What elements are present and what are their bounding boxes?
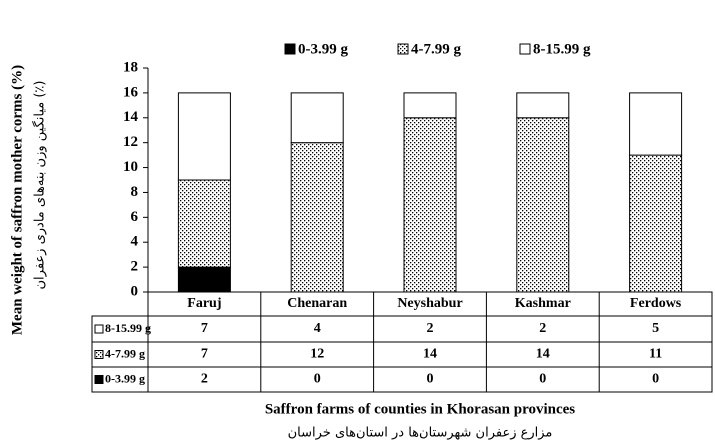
table-value: 11	[649, 347, 662, 362]
y-tick-label: 4	[131, 234, 139, 250]
y-tick-label: 2	[131, 259, 139, 275]
x-tick-label: Kashmar	[515, 296, 571, 311]
bar-segment	[290, 92, 344, 144]
legend-key	[397, 43, 409, 55]
bar-segment	[629, 92, 683, 156]
table-value: 2	[539, 321, 546, 336]
bar-segment	[516, 117, 570, 293]
table-value: 2	[201, 372, 208, 387]
table-value: 0	[427, 372, 434, 387]
x-tick-label: Neyshabur	[397, 296, 462, 311]
y-tick-label: 14	[123, 109, 139, 125]
table-key	[94, 324, 104, 334]
bar-segment	[629, 154, 683, 293]
table-row-label: 4-7.99 g	[105, 346, 145, 360]
bar-segment	[177, 179, 231, 268]
y-axis-title-secondary: میانگین وزن بنه‌های مادری زعفران (٪)	[32, 81, 48, 290]
x-tick-label: Ferdows	[630, 296, 682, 311]
x-axis-title: Saffron farms of counties in Khorasan pr…	[265, 401, 575, 417]
y-tick-label: 10	[123, 159, 138, 175]
y-tick-label: 0	[131, 283, 139, 299]
table-value: 7	[201, 321, 208, 336]
table-value: 7	[201, 347, 208, 362]
table-key	[94, 350, 104, 359]
legend-key	[284, 43, 296, 55]
bar-segment	[516, 92, 570, 119]
table-value: 4	[314, 321, 321, 336]
x-tick-label: Faruj	[187, 296, 221, 311]
bar-segment	[403, 92, 457, 119]
bar-segment	[177, 266, 231, 293]
x-axis-title-secondary: مزارع زعفران شهرستان‌ها در استان‌های خرا…	[288, 426, 553, 441]
table-value: 0	[539, 372, 546, 387]
table-row-label: 0-3.99 g	[105, 371, 145, 385]
legend-label: 0-3.99 g	[298, 41, 348, 57]
bar-segment	[403, 117, 457, 293]
table-frame	[91, 315, 713, 393]
bar-segment	[290, 142, 344, 293]
y-axis-title: Mean weight of saffron mother corms (%)	[9, 65, 25, 335]
table-value: 5	[652, 321, 659, 336]
y-tick-label: 16	[123, 84, 139, 100]
table-value: 0	[314, 372, 321, 387]
table-value: 14	[536, 347, 550, 362]
bar-segment	[177, 92, 231, 181]
table-key	[94, 375, 104, 384]
table-row-label: 8-15.99 g	[105, 321, 151, 335]
legend-label: 8-15.99 g	[533, 41, 591, 57]
y-tick-label: 8	[131, 184, 139, 200]
y-tick-label: 12	[123, 134, 138, 150]
y-tick-label: 6	[131, 209, 139, 225]
legend-key	[519, 43, 531, 55]
legend-label: 4-7.99 g	[411, 41, 461, 57]
table-value: 2	[427, 321, 434, 336]
table-value: 14	[423, 347, 437, 362]
table-value: 12	[310, 347, 324, 362]
y-tick-label: 18	[123, 59, 138, 75]
table-value: 0	[652, 372, 659, 387]
x-tick-label: Chenaran	[287, 296, 347, 311]
